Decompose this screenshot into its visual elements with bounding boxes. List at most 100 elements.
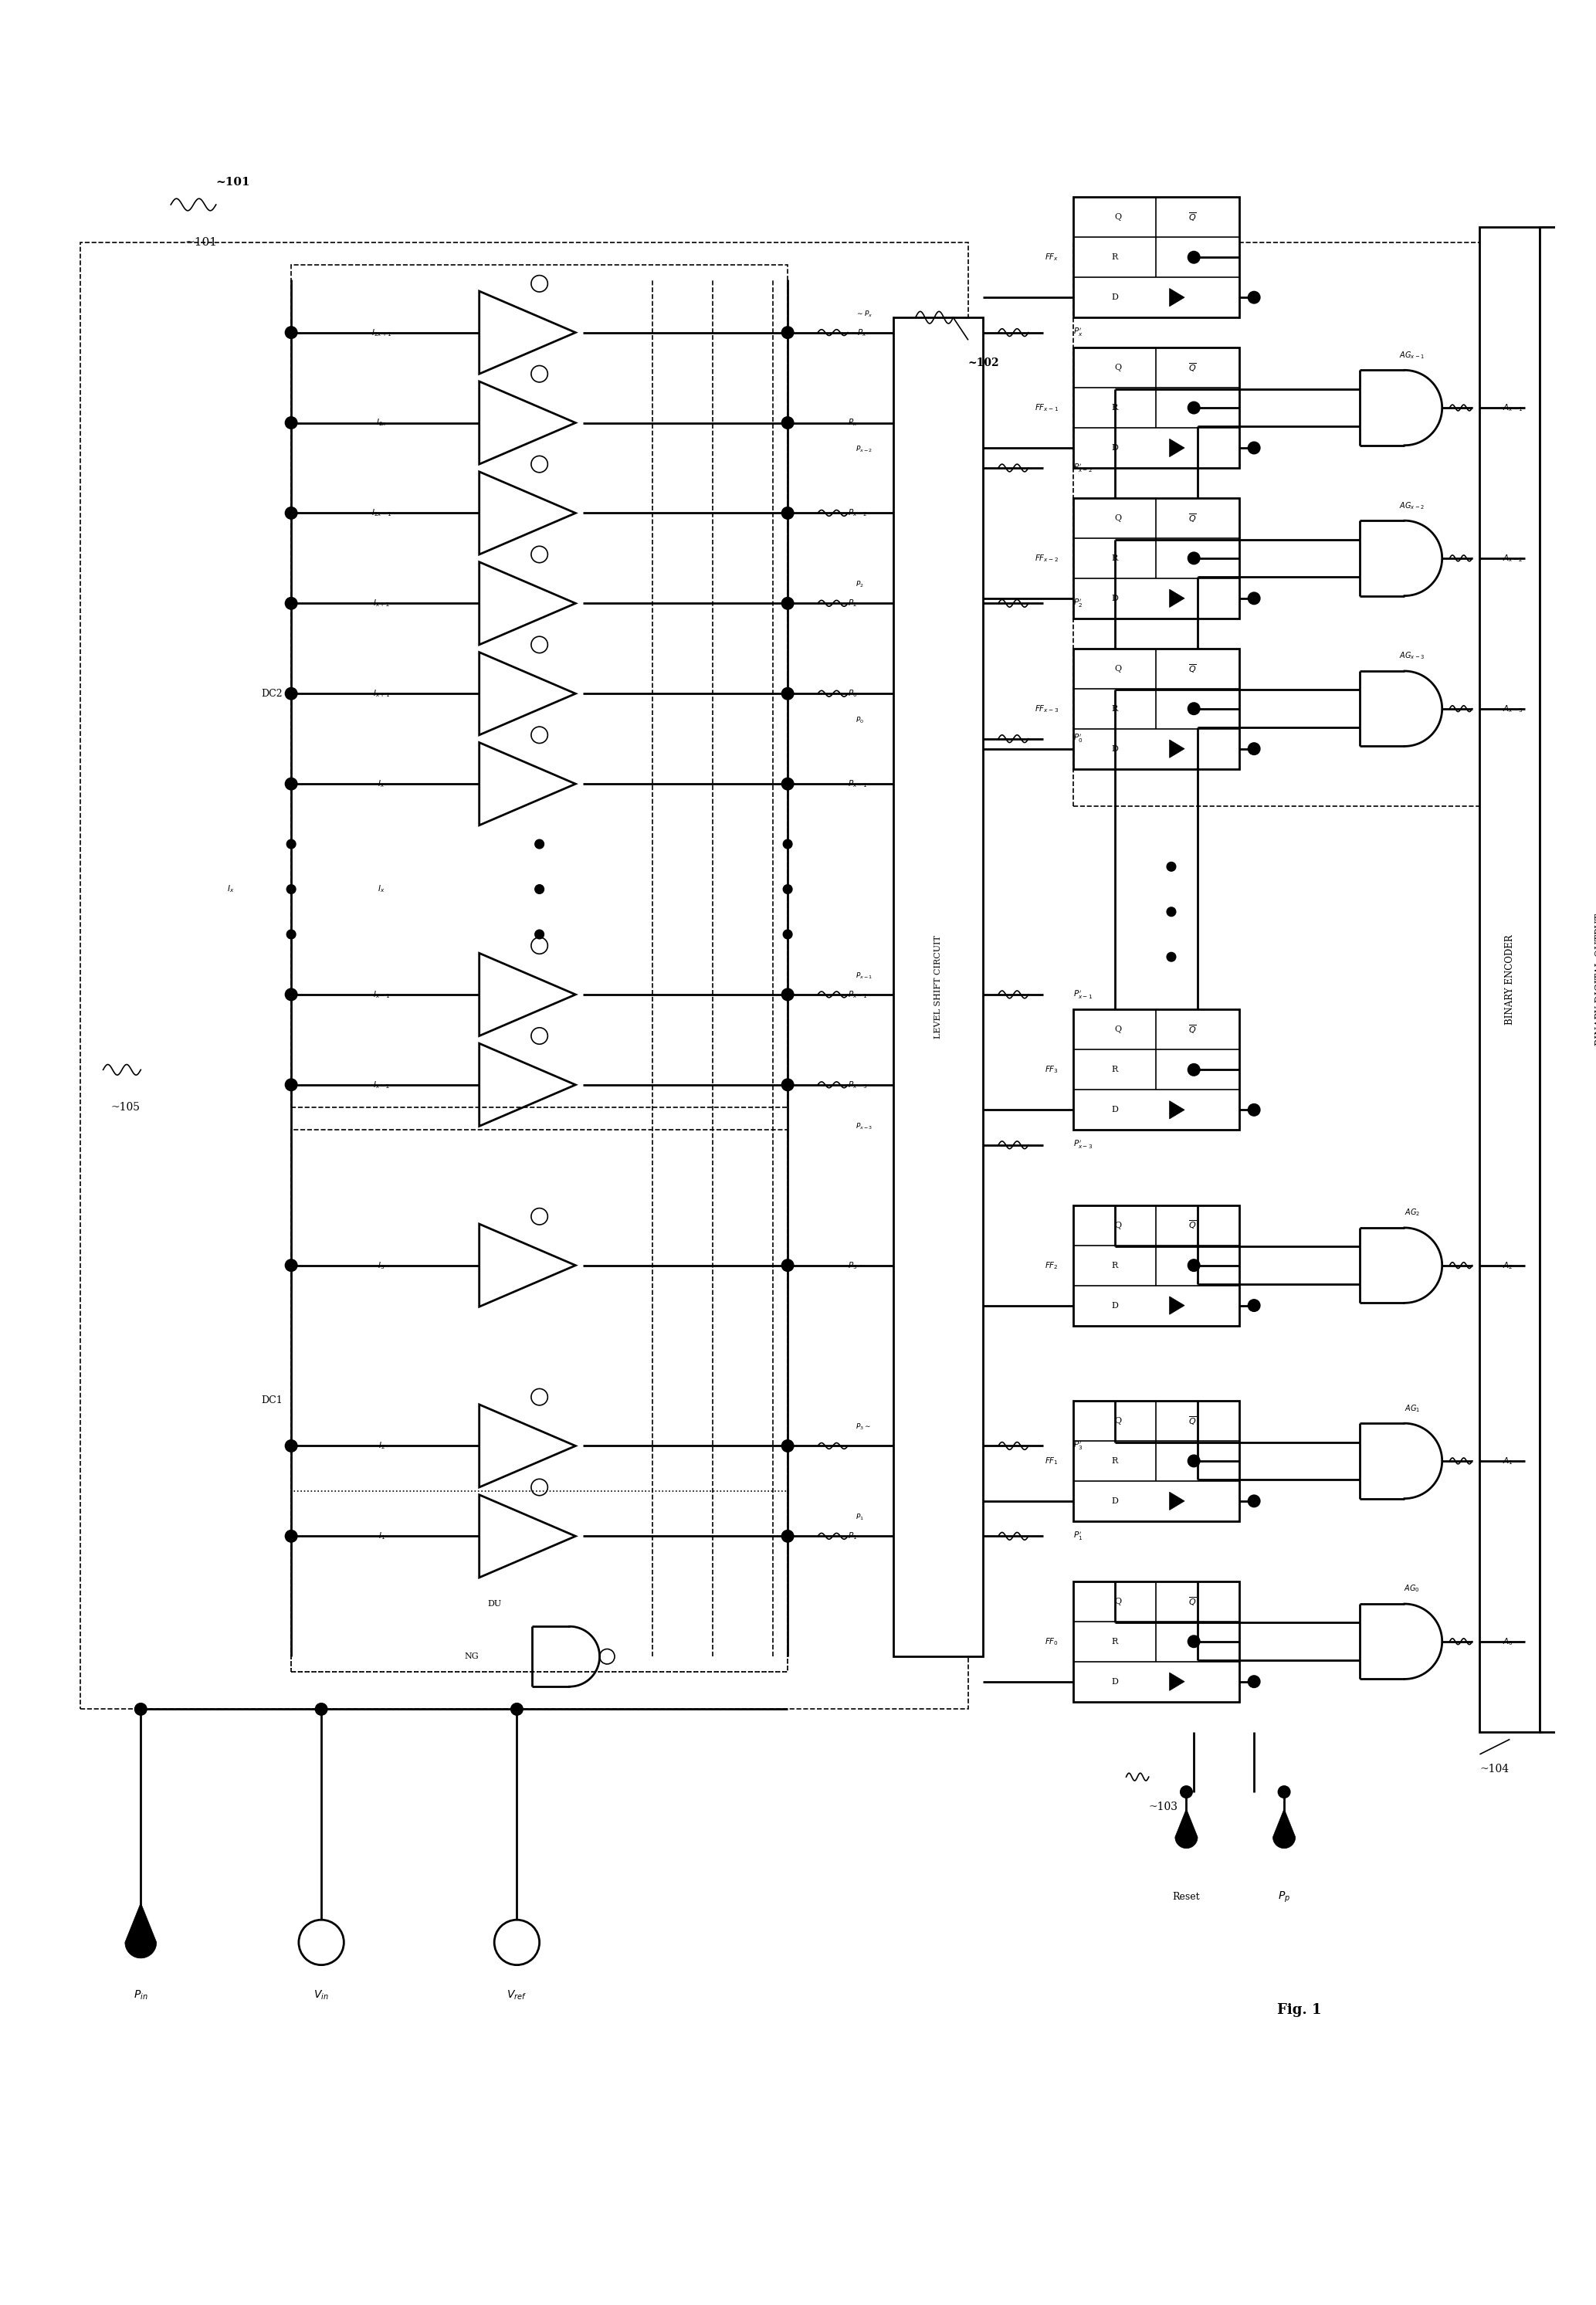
Bar [1074, 1010, 1238, 1129]
Bar [1074, 348, 1238, 468]
Text: $FF_0$: $FF_0$ [1044, 1637, 1058, 1646]
Text: R: R [1112, 1065, 1119, 1074]
Text: $P_0'$: $P_0'$ [1074, 733, 1084, 745]
Text: $AG_2$: $AG_2$ [1404, 1208, 1420, 1217]
Circle shape [782, 507, 793, 519]
Text: $FF_1$: $FF_1$ [1045, 1454, 1058, 1466]
Text: $I_{x+1}$: $I_{x+1}$ [373, 689, 389, 698]
Text: $P_1$: $P_1$ [847, 1531, 857, 1542]
Text: $P_3\sim$: $P_3\sim$ [855, 1422, 871, 1431]
Circle shape [782, 1441, 793, 1452]
Bar [80, 242, 969, 1710]
Text: Q: Q [1114, 1222, 1122, 1229]
Circle shape [535, 839, 544, 848]
Circle shape [286, 417, 297, 429]
Circle shape [782, 687, 793, 701]
Bar [290, 265, 788, 1106]
Text: DC2: DC2 [262, 689, 282, 698]
Text: R: R [1112, 403, 1119, 413]
Text: R: R [1112, 1261, 1119, 1270]
Bar [1074, 242, 1487, 807]
Circle shape [286, 1531, 297, 1542]
Circle shape [1187, 1063, 1200, 1076]
Circle shape [286, 507, 297, 519]
Text: R: R [1112, 553, 1119, 562]
Text: $FF_x$: $FF_x$ [1044, 251, 1058, 263]
Circle shape [784, 929, 792, 938]
Bar [1540, 228, 1562, 1731]
Polygon shape [1170, 288, 1184, 307]
Text: $\sim P_x$: $\sim P_x$ [855, 309, 873, 318]
Circle shape [535, 929, 544, 938]
Polygon shape [1170, 1491, 1184, 1510]
Circle shape [286, 687, 297, 701]
Text: $I_{x-1}$: $I_{x-1}$ [373, 989, 389, 1000]
Polygon shape [1170, 438, 1184, 456]
Circle shape [782, 1531, 793, 1542]
Text: $P_{x-2}$: $P_{x-2}$ [855, 445, 873, 454]
Text: $\overline{Q}$: $\overline{Q}$ [1189, 512, 1197, 523]
Text: $\overline{Q}$: $\overline{Q}$ [1189, 1415, 1197, 1427]
Circle shape [782, 417, 793, 429]
Text: D: D [1111, 445, 1119, 452]
Circle shape [782, 1259, 793, 1272]
Circle shape [782, 777, 793, 791]
Text: $P_{x-2}$: $P_{x-2}$ [847, 507, 867, 519]
Text: $P_p$: $P_p$ [1278, 1890, 1290, 1904]
Text: ~105: ~105 [112, 1102, 140, 1113]
Circle shape [1187, 251, 1200, 263]
Circle shape [1187, 1637, 1200, 1648]
Text: $P_1'$: $P_1'$ [1074, 1531, 1084, 1542]
Circle shape [1187, 703, 1200, 715]
Text: $FF_{x-2}$: $FF_{x-2}$ [1034, 553, 1058, 562]
Circle shape [782, 1079, 793, 1090]
Circle shape [782, 989, 793, 1000]
Text: $P_2'$: $P_2'$ [1074, 597, 1082, 609]
Circle shape [287, 929, 295, 938]
Text: $I_x$: $I_x$ [227, 883, 235, 894]
Circle shape [286, 1441, 297, 1452]
Circle shape [1248, 1104, 1261, 1116]
Circle shape [286, 777, 297, 791]
Text: $P_{x-3}$: $P_{x-3}$ [855, 1120, 873, 1132]
Text: $FF_{x-1}$: $FF_{x-1}$ [1034, 403, 1058, 413]
Circle shape [134, 1703, 147, 1715]
Text: BINARY ENCODER: BINARY ENCODER [1505, 934, 1515, 1023]
Text: $AG_0$: $AG_0$ [1404, 1584, 1420, 1595]
Text: $I_{x+2}$: $I_{x+2}$ [373, 597, 389, 609]
Circle shape [1167, 862, 1176, 871]
Text: D: D [1111, 745, 1119, 754]
Text: R: R [1112, 705, 1119, 712]
Text: D: D [1111, 293, 1119, 302]
Bar [1479, 228, 1540, 1731]
Text: Q: Q [1114, 1418, 1122, 1424]
Text: $P_0$: $P_0$ [847, 689, 857, 698]
Circle shape [1248, 592, 1261, 604]
Bar [1074, 1401, 1238, 1521]
Circle shape [286, 597, 297, 609]
Text: $P_0$: $P_0$ [855, 715, 863, 724]
Text: D: D [1111, 1106, 1119, 1113]
Text: $I_x$: $I_x$ [378, 883, 385, 894]
Circle shape [1181, 1786, 1192, 1798]
Polygon shape [1170, 1295, 1184, 1314]
Text: $P_3'$: $P_3'$ [1074, 1441, 1084, 1452]
Circle shape [286, 989, 297, 1000]
Circle shape [1167, 908, 1176, 917]
Text: R: R [1112, 254, 1119, 260]
Text: $P_{in}$: $P_{in}$ [134, 1989, 148, 2001]
Bar [1074, 198, 1238, 318]
Text: Q: Q [1114, 664, 1122, 673]
Text: Q: Q [1114, 364, 1122, 371]
Text: Q: Q [1114, 214, 1122, 221]
Text: $FF_2$: $FF_2$ [1045, 1261, 1058, 1270]
Circle shape [1187, 1259, 1200, 1272]
Text: $I_2$: $I_2$ [378, 1441, 385, 1452]
Circle shape [782, 597, 793, 609]
Text: $A_{x-2}$: $A_{x-2}$ [1502, 553, 1523, 562]
Text: $\overline{Q}$: $\overline{Q}$ [1189, 662, 1197, 675]
Text: ~104: ~104 [1479, 1763, 1510, 1775]
Bar [290, 1491, 788, 1671]
Text: $I_1$: $I_1$ [378, 1531, 385, 1542]
Text: $FF_3$: $FF_3$ [1044, 1065, 1058, 1074]
